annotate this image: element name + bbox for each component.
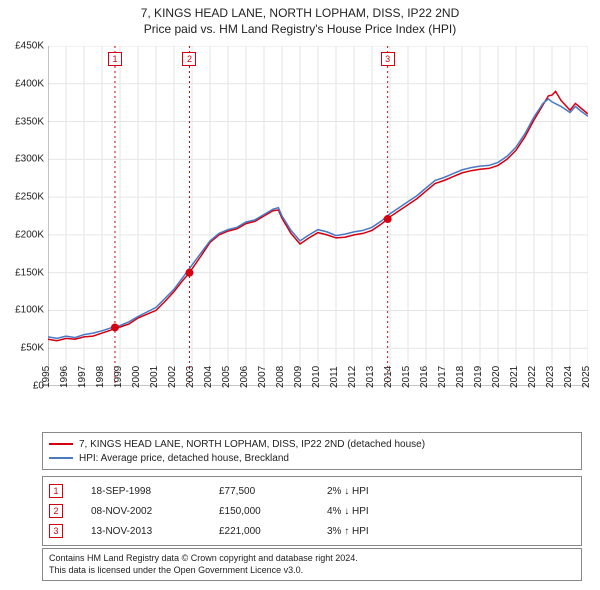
x-tick-label: 2021 <box>509 366 520 388</box>
y-tick-label: £450K <box>15 41 44 52</box>
legend-item: 7, KINGS HEAD LANE, NORTH LOPHAM, DISS, … <box>49 437 575 451</box>
x-tick-label: 1998 <box>95 366 106 388</box>
legend-swatch <box>49 457 73 459</box>
x-tick-label: 2009 <box>293 366 304 388</box>
legend-swatch <box>49 443 73 445</box>
x-tick-label: 2019 <box>473 366 484 388</box>
x-tick-label: 2008 <box>275 366 286 388</box>
title-block: 7, KINGS HEAD LANE, NORTH LOPHAM, DISS, … <box>0 0 600 38</box>
x-tick-label: 2020 <box>491 366 502 388</box>
x-tick-label: 2025 <box>581 366 592 388</box>
marker-table-price: £221,000 <box>219 526 299 537</box>
marker-table-date: 18-SEP-1998 <box>91 486 191 497</box>
x-tick-label: 2004 <box>203 366 214 388</box>
x-tick-label: 2015 <box>401 366 412 388</box>
plot-area: 1 2 3 <box>48 46 588 386</box>
title-subtitle: Price paid vs. HM Land Registry's House … <box>0 22 600 36</box>
x-tick-label: 1999 <box>113 366 124 388</box>
legend-label: HPI: Average price, detached house, Brec… <box>79 453 289 464</box>
x-tick-label: 2022 <box>527 366 538 388</box>
marker-table-row: 3 13-NOV-2013 £221,000 3% ↑ HPI <box>49 521 575 541</box>
x-tick-label: 2014 <box>383 366 394 388</box>
legend: 7, KINGS HEAD LANE, NORTH LOPHAM, DISS, … <box>42 432 582 470</box>
marker-callout-2: 2 <box>182 52 196 66</box>
marker-table-pct: 2% ↓ HPI <box>327 486 417 497</box>
x-tick-label: 2012 <box>347 366 358 388</box>
marker-table-index: 3 <box>49 524 63 538</box>
y-tick-label: £200K <box>15 229 44 240</box>
chart-figure: 7, KINGS HEAD LANE, NORTH LOPHAM, DISS, … <box>0 0 600 590</box>
x-tick-label: 2018 <box>455 366 466 388</box>
legend-label: 7, KINGS HEAD LANE, NORTH LOPHAM, DISS, … <box>79 439 425 450</box>
gridlines <box>48 46 588 386</box>
y-tick-label: £150K <box>15 267 44 278</box>
x-tick-label: 2002 <box>167 366 178 388</box>
title-address: 7, KINGS HEAD LANE, NORTH LOPHAM, DISS, … <box>0 6 600 20</box>
marker-table-date: 08-NOV-2002 <box>91 506 191 517</box>
footer-line2: This data is licensed under the Open Gov… <box>49 565 575 577</box>
x-tick-label: 1996 <box>59 366 70 388</box>
x-tick-label: 1997 <box>77 366 88 388</box>
marker-dot-1 <box>111 323 119 331</box>
x-tick-label: 2003 <box>185 366 196 388</box>
marker-table-date: 13-NOV-2013 <box>91 526 191 537</box>
marker-table-price: £77,500 <box>219 486 299 497</box>
x-tick-label: 1995 <box>41 366 52 388</box>
x-tick-label: 2016 <box>419 366 430 388</box>
legend-item: HPI: Average price, detached house, Brec… <box>49 451 575 465</box>
x-tick-label: 2007 <box>257 366 268 388</box>
y-tick-label: £250K <box>15 192 44 203</box>
y-axis: £0£50K£100K£150K£200K£250K£300K£350K£400… <box>0 46 48 386</box>
marker-table-pct: 4% ↓ HPI <box>327 506 417 517</box>
chart-area: £0£50K£100K£150K£200K£250K£300K£350K£400… <box>0 42 600 430</box>
marker-callout-1: 1 <box>108 52 122 66</box>
marker-table-row: 1 18-SEP-1998 £77,500 2% ↓ HPI <box>49 481 575 501</box>
x-axis: 1995199619971998199920002001200220032004… <box>48 386 588 430</box>
y-tick-label: £300K <box>15 154 44 165</box>
y-tick-label: £400K <box>15 78 44 89</box>
y-tick-label: £50K <box>21 343 44 354</box>
x-tick-label: 2017 <box>437 366 448 388</box>
marker-table-index: 1 <box>49 484 63 498</box>
marker-table: 1 18-SEP-1998 £77,500 2% ↓ HPI 2 08-NOV-2002 £… <box>42 476 582 546</box>
y-tick-label: £100K <box>15 305 44 316</box>
marker-callout-3: 3 <box>381 52 395 66</box>
y-tick-label: £350K <box>15 116 44 127</box>
x-tick-label: 2013 <box>365 366 376 388</box>
marker-dot-2 <box>185 269 193 277</box>
marker-table-price: £150,000 <box>219 506 299 517</box>
x-tick-label: 2011 <box>329 366 340 388</box>
x-tick-label: 2023 <box>545 366 556 388</box>
x-tick-label: 2010 <box>311 366 322 388</box>
x-tick-label: 2001 <box>149 366 160 388</box>
marker-dot-3 <box>384 215 392 223</box>
x-tick-label: 2005 <box>221 366 232 388</box>
x-tick-label: 2000 <box>131 366 142 388</box>
plot-svg <box>48 46 588 386</box>
footer-attribution: Contains HM Land Registry data © Crown c… <box>42 548 582 581</box>
marker-table-row: 2 08-NOV-2002 £150,000 4% ↓ HPI <box>49 501 575 521</box>
marker-table-index: 2 <box>49 504 63 518</box>
footer-line1: Contains HM Land Registry data © Crown c… <box>49 553 575 565</box>
x-tick-label: 2006 <box>239 366 250 388</box>
marker-table-pct: 3% ↑ HPI <box>327 526 417 537</box>
x-tick-label: 2024 <box>563 366 574 388</box>
